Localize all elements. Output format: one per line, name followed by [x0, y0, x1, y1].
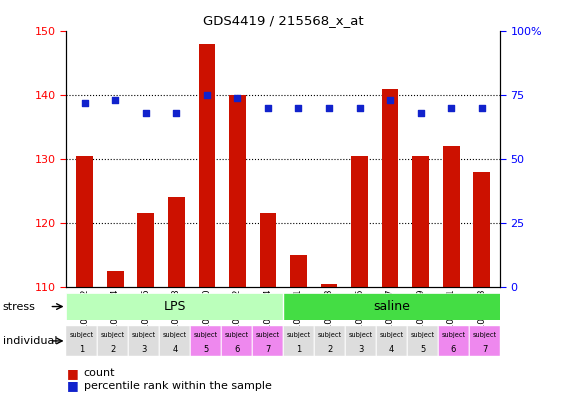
Bar: [229, 95, 246, 287]
Text: 6: 6: [234, 345, 239, 354]
Text: 7: 7: [265, 345, 271, 354]
Point: [233, 95, 242, 101]
Text: percentile rank within the sample: percentile rank within the sample: [84, 381, 272, 391]
Text: 5: 5: [420, 345, 425, 354]
Text: 5: 5: [203, 345, 209, 354]
Text: 4: 4: [389, 345, 394, 354]
Bar: [290, 255, 307, 287]
Bar: [160, 326, 190, 356]
Bar: [168, 197, 185, 287]
Bar: [283, 326, 314, 356]
Text: ■: ■: [66, 379, 78, 393]
Point: [294, 105, 303, 111]
Bar: [98, 326, 128, 356]
Bar: [469, 326, 500, 356]
Text: 3: 3: [358, 345, 364, 354]
Text: subject: subject: [287, 332, 311, 338]
Text: 2: 2: [327, 345, 332, 354]
Point: [324, 105, 334, 111]
Point: [446, 105, 455, 111]
Bar: [198, 44, 215, 287]
Point: [477, 105, 486, 111]
Text: saline: saline: [373, 300, 410, 313]
Bar: [252, 326, 283, 356]
Bar: [128, 326, 160, 356]
Bar: [376, 326, 407, 356]
Text: 2: 2: [110, 345, 116, 354]
Text: 7: 7: [482, 345, 487, 354]
Text: 1: 1: [79, 345, 84, 354]
Point: [111, 97, 120, 104]
Text: subject: subject: [472, 332, 497, 338]
Text: 6: 6: [451, 345, 456, 354]
Text: count: count: [84, 368, 115, 378]
Text: subject: subject: [317, 332, 342, 338]
Point: [141, 110, 150, 116]
Bar: [76, 156, 93, 287]
Bar: [438, 326, 469, 356]
Title: GDS4419 / 215568_x_at: GDS4419 / 215568_x_at: [203, 15, 364, 28]
Point: [172, 110, 181, 116]
Point: [80, 100, 90, 106]
Text: 1: 1: [296, 345, 301, 354]
Bar: [66, 326, 98, 356]
Bar: [381, 89, 398, 287]
Bar: [190, 326, 221, 356]
Point: [355, 105, 364, 111]
Point: [264, 105, 273, 111]
Text: 4: 4: [172, 345, 177, 354]
Point: [386, 97, 395, 104]
Text: individual: individual: [3, 336, 57, 346]
Bar: [345, 326, 376, 356]
Bar: [412, 156, 429, 287]
Text: 3: 3: [141, 345, 147, 354]
Bar: [260, 213, 276, 287]
Bar: [221, 326, 252, 356]
Text: subject: subject: [410, 332, 435, 338]
Bar: [473, 172, 490, 287]
Point: [416, 110, 425, 116]
Bar: [443, 146, 460, 287]
Bar: [283, 293, 500, 320]
Bar: [138, 213, 154, 287]
Bar: [351, 156, 368, 287]
Text: ■: ■: [66, 367, 78, 380]
Text: subject: subject: [380, 332, 403, 338]
Text: subject: subject: [194, 332, 218, 338]
Bar: [321, 284, 338, 287]
Bar: [107, 271, 124, 287]
Text: subject: subject: [101, 332, 125, 338]
Text: LPS: LPS: [164, 300, 186, 313]
Text: subject: subject: [132, 332, 156, 338]
Point: [202, 92, 212, 98]
Text: subject: subject: [225, 332, 249, 338]
Text: subject: subject: [70, 332, 94, 338]
Text: subject: subject: [349, 332, 373, 338]
Text: subject: subject: [163, 332, 187, 338]
Bar: [66, 293, 283, 320]
Text: subject: subject: [255, 332, 280, 338]
Text: stress: stress: [3, 301, 36, 312]
Text: subject: subject: [442, 332, 466, 338]
Bar: [314, 326, 345, 356]
Bar: [407, 326, 438, 356]
